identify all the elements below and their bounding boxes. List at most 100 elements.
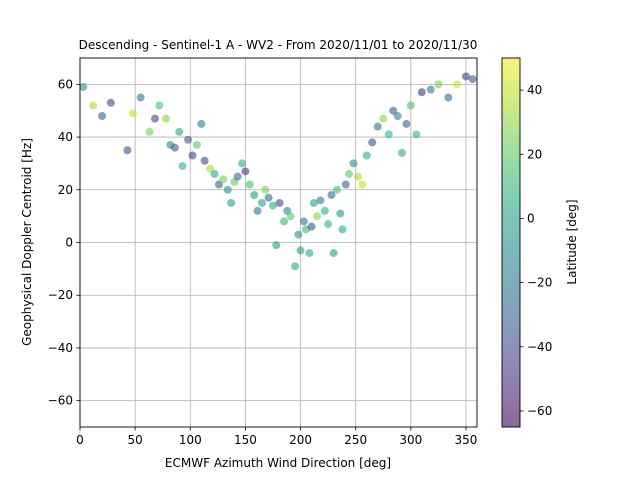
scatter-point — [150, 114, 159, 123]
scatter-point — [200, 156, 209, 165]
scatter-point — [214, 180, 223, 189]
scatter-point — [197, 119, 206, 128]
scatter-point — [402, 119, 411, 128]
scatter-point — [307, 222, 316, 231]
colorbar-tick-label: 40 — [527, 83, 542, 97]
x-tick-label: 350 — [455, 433, 478, 447]
scatter-point — [444, 93, 453, 102]
scatter-point — [210, 169, 219, 178]
colorbar-tick-label: −20 — [527, 276, 552, 290]
scatter-point — [238, 159, 247, 168]
scatter-point — [398, 148, 407, 157]
scatter-point — [332, 185, 341, 194]
scatter-point — [272, 241, 281, 250]
x-axis-label: ECMWF Azimuth Wind Direction [deg] — [165, 456, 391, 470]
scatter-point — [296, 246, 305, 255]
scatter-point — [175, 127, 184, 136]
y-tick-label: 20 — [58, 183, 73, 197]
scatter-point — [280, 217, 289, 226]
scatter-point — [89, 101, 98, 110]
scatter-point — [412, 130, 421, 139]
scatter-point — [426, 85, 435, 94]
y-axis-label: Geophysical Doppler Centroid [Hz] — [20, 138, 34, 346]
scatter-point — [362, 151, 371, 160]
scatter-point — [264, 193, 273, 202]
scatter-point — [128, 109, 137, 118]
scatter-point — [320, 206, 329, 215]
colorbar-tick-label: −60 — [527, 404, 552, 418]
colorbar-frame — [501, 57, 521, 428]
colorbar-tick-label: −40 — [527, 340, 552, 354]
scatter-point — [389, 106, 398, 115]
y-tick-label: 60 — [58, 77, 73, 91]
scatter-point — [227, 198, 236, 207]
x-tick-label: 0 — [76, 433, 84, 447]
scatter-point — [406, 101, 415, 110]
scatter-point — [336, 209, 345, 218]
scatter-point — [223, 185, 232, 194]
colorbar-label: Latitude [deg] — [565, 199, 579, 284]
x-tick-label: 50 — [127, 433, 142, 447]
scatter-point — [291, 262, 300, 271]
scatter-point — [294, 230, 303, 239]
scatter-point — [80, 82, 88, 91]
colorbar-ticks: −60 −40 −20 0 20 40 — [520, 83, 552, 418]
scatter-point — [338, 225, 347, 234]
scatter-point — [145, 127, 154, 136]
scatter-point — [353, 172, 362, 181]
scatter-point — [245, 180, 254, 189]
scatter-point — [453, 80, 462, 89]
x-tick-label: 250 — [344, 433, 367, 447]
scatter-point — [192, 140, 201, 149]
scatter-point — [188, 151, 197, 160]
scatter-point — [98, 111, 107, 120]
scatter-point — [327, 191, 336, 200]
scatter-point — [316, 196, 325, 205]
colorbar-tick-label: 20 — [527, 147, 542, 161]
scatter-point — [373, 122, 382, 131]
scatter-point — [468, 75, 477, 84]
y-tick-label: 40 — [58, 130, 73, 144]
scatter-point — [329, 249, 338, 258]
scatter-point — [461, 72, 470, 81]
scatter-point — [309, 198, 318, 207]
y-axis-ticks: −60 −40 −20 0 20 40 60 — [48, 77, 80, 408]
scatter-point — [155, 101, 164, 110]
chart-title: Descending - Sentinel-1 A - WV2 - From 2… — [79, 38, 478, 52]
scatter-point — [123, 146, 132, 155]
x-tick-label: 100 — [179, 433, 202, 447]
scatter-point — [170, 143, 179, 152]
x-axis-ticks: 0 50 100 150 200 250 300 350 — [76, 427, 477, 447]
scatter-point — [136, 93, 145, 102]
scatter-point — [268, 201, 277, 210]
colorbar-tick-label: 0 — [527, 211, 535, 225]
scatter-point — [299, 217, 308, 226]
scatter-point — [257, 198, 266, 207]
scatter-point — [162, 114, 171, 123]
scatter-point — [184, 135, 193, 144]
scatter-point — [275, 198, 284, 207]
scatter-point — [379, 114, 388, 123]
grid-lines — [79, 58, 477, 427]
x-tick-label: 300 — [399, 433, 422, 447]
x-tick-label: 200 — [289, 433, 312, 447]
scatter-point — [417, 88, 426, 97]
scatter-point — [324, 220, 333, 229]
scatter-point — [305, 249, 314, 258]
scatter-points — [80, 72, 477, 271]
scatter-point — [349, 159, 358, 168]
scatter-point — [206, 164, 215, 173]
scatter-point — [241, 167, 250, 176]
scatter-point — [106, 98, 115, 107]
scatter-point — [250, 191, 259, 200]
scatter-point — [219, 175, 228, 184]
scatter-point — [345, 169, 354, 178]
scatter-point — [384, 130, 393, 139]
y-tick-label: 0 — [65, 236, 73, 250]
x-tick-label: 150 — [234, 433, 257, 447]
scatter-point — [233, 172, 242, 181]
scatter-point — [434, 80, 443, 89]
scatter-point — [368, 138, 377, 147]
y-tick-label: −40 — [48, 341, 73, 355]
